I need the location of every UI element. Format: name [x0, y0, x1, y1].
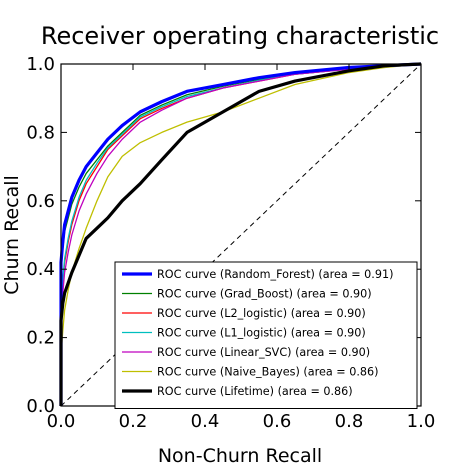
legend-box [114, 261, 418, 409]
x-axis-label: Non-Churn Recall [158, 445, 322, 467]
x-tick-label: 0.0 [47, 411, 76, 432]
legend-label: ROC curve (L1_logistic) (area = 0.90) [157, 327, 366, 340]
y-axis-label: Churn Recall [1, 175, 23, 295]
legend: ROC curve (Random_Forest) (area = 0.91) R… [114, 261, 418, 409]
legend-label: ROC curve (Random_Forest) (area = 0.91) [157, 268, 393, 281]
y-tick-label: 0.6 [26, 191, 55, 212]
legend-label: ROC curve (Lifetime) (area = 0.86) [157, 385, 353, 398]
roc-series-group [59, 62, 422, 406]
roc-series-line-6 [59, 62, 422, 406]
x-tick-label: 0.8 [335, 411, 364, 432]
y-tick-label: 0.4 [26, 259, 55, 280]
legend-label: ROC curve (Naive_Bayes) (area = 0.86) [157, 366, 379, 379]
x-tick-label: 1.0 [407, 411, 436, 432]
chart-title: Receiver operating characteristic [41, 22, 439, 50]
legend-label: ROC curve (Linear_SVC) (area = 0.90) [157, 346, 370, 359]
y-tick-label: 0.2 [26, 328, 55, 349]
x-tick-label: 0.4 [191, 411, 220, 432]
x-tick-label: 0.2 [119, 411, 148, 432]
roc-series-line-0 [59, 62, 422, 406]
y-tick-label: 0.0 [26, 396, 55, 417]
legend-label: ROC curve (Grad_Boost) (area = 0.90) [157, 288, 372, 301]
y-tick-label: 0.8 [26, 122, 55, 143]
roc-series-line-5 [60, 63, 422, 406]
y-tick-label: 1.0 [26, 54, 55, 75]
legend-label: ROC curve (L2_logistic) (area = 0.90) [157, 307, 366, 320]
y-axis-ticks: 0.0 0.2 0.4 0.6 0.8 1.0 [26, 54, 421, 417]
x-tick-label: 0.6 [263, 411, 292, 432]
